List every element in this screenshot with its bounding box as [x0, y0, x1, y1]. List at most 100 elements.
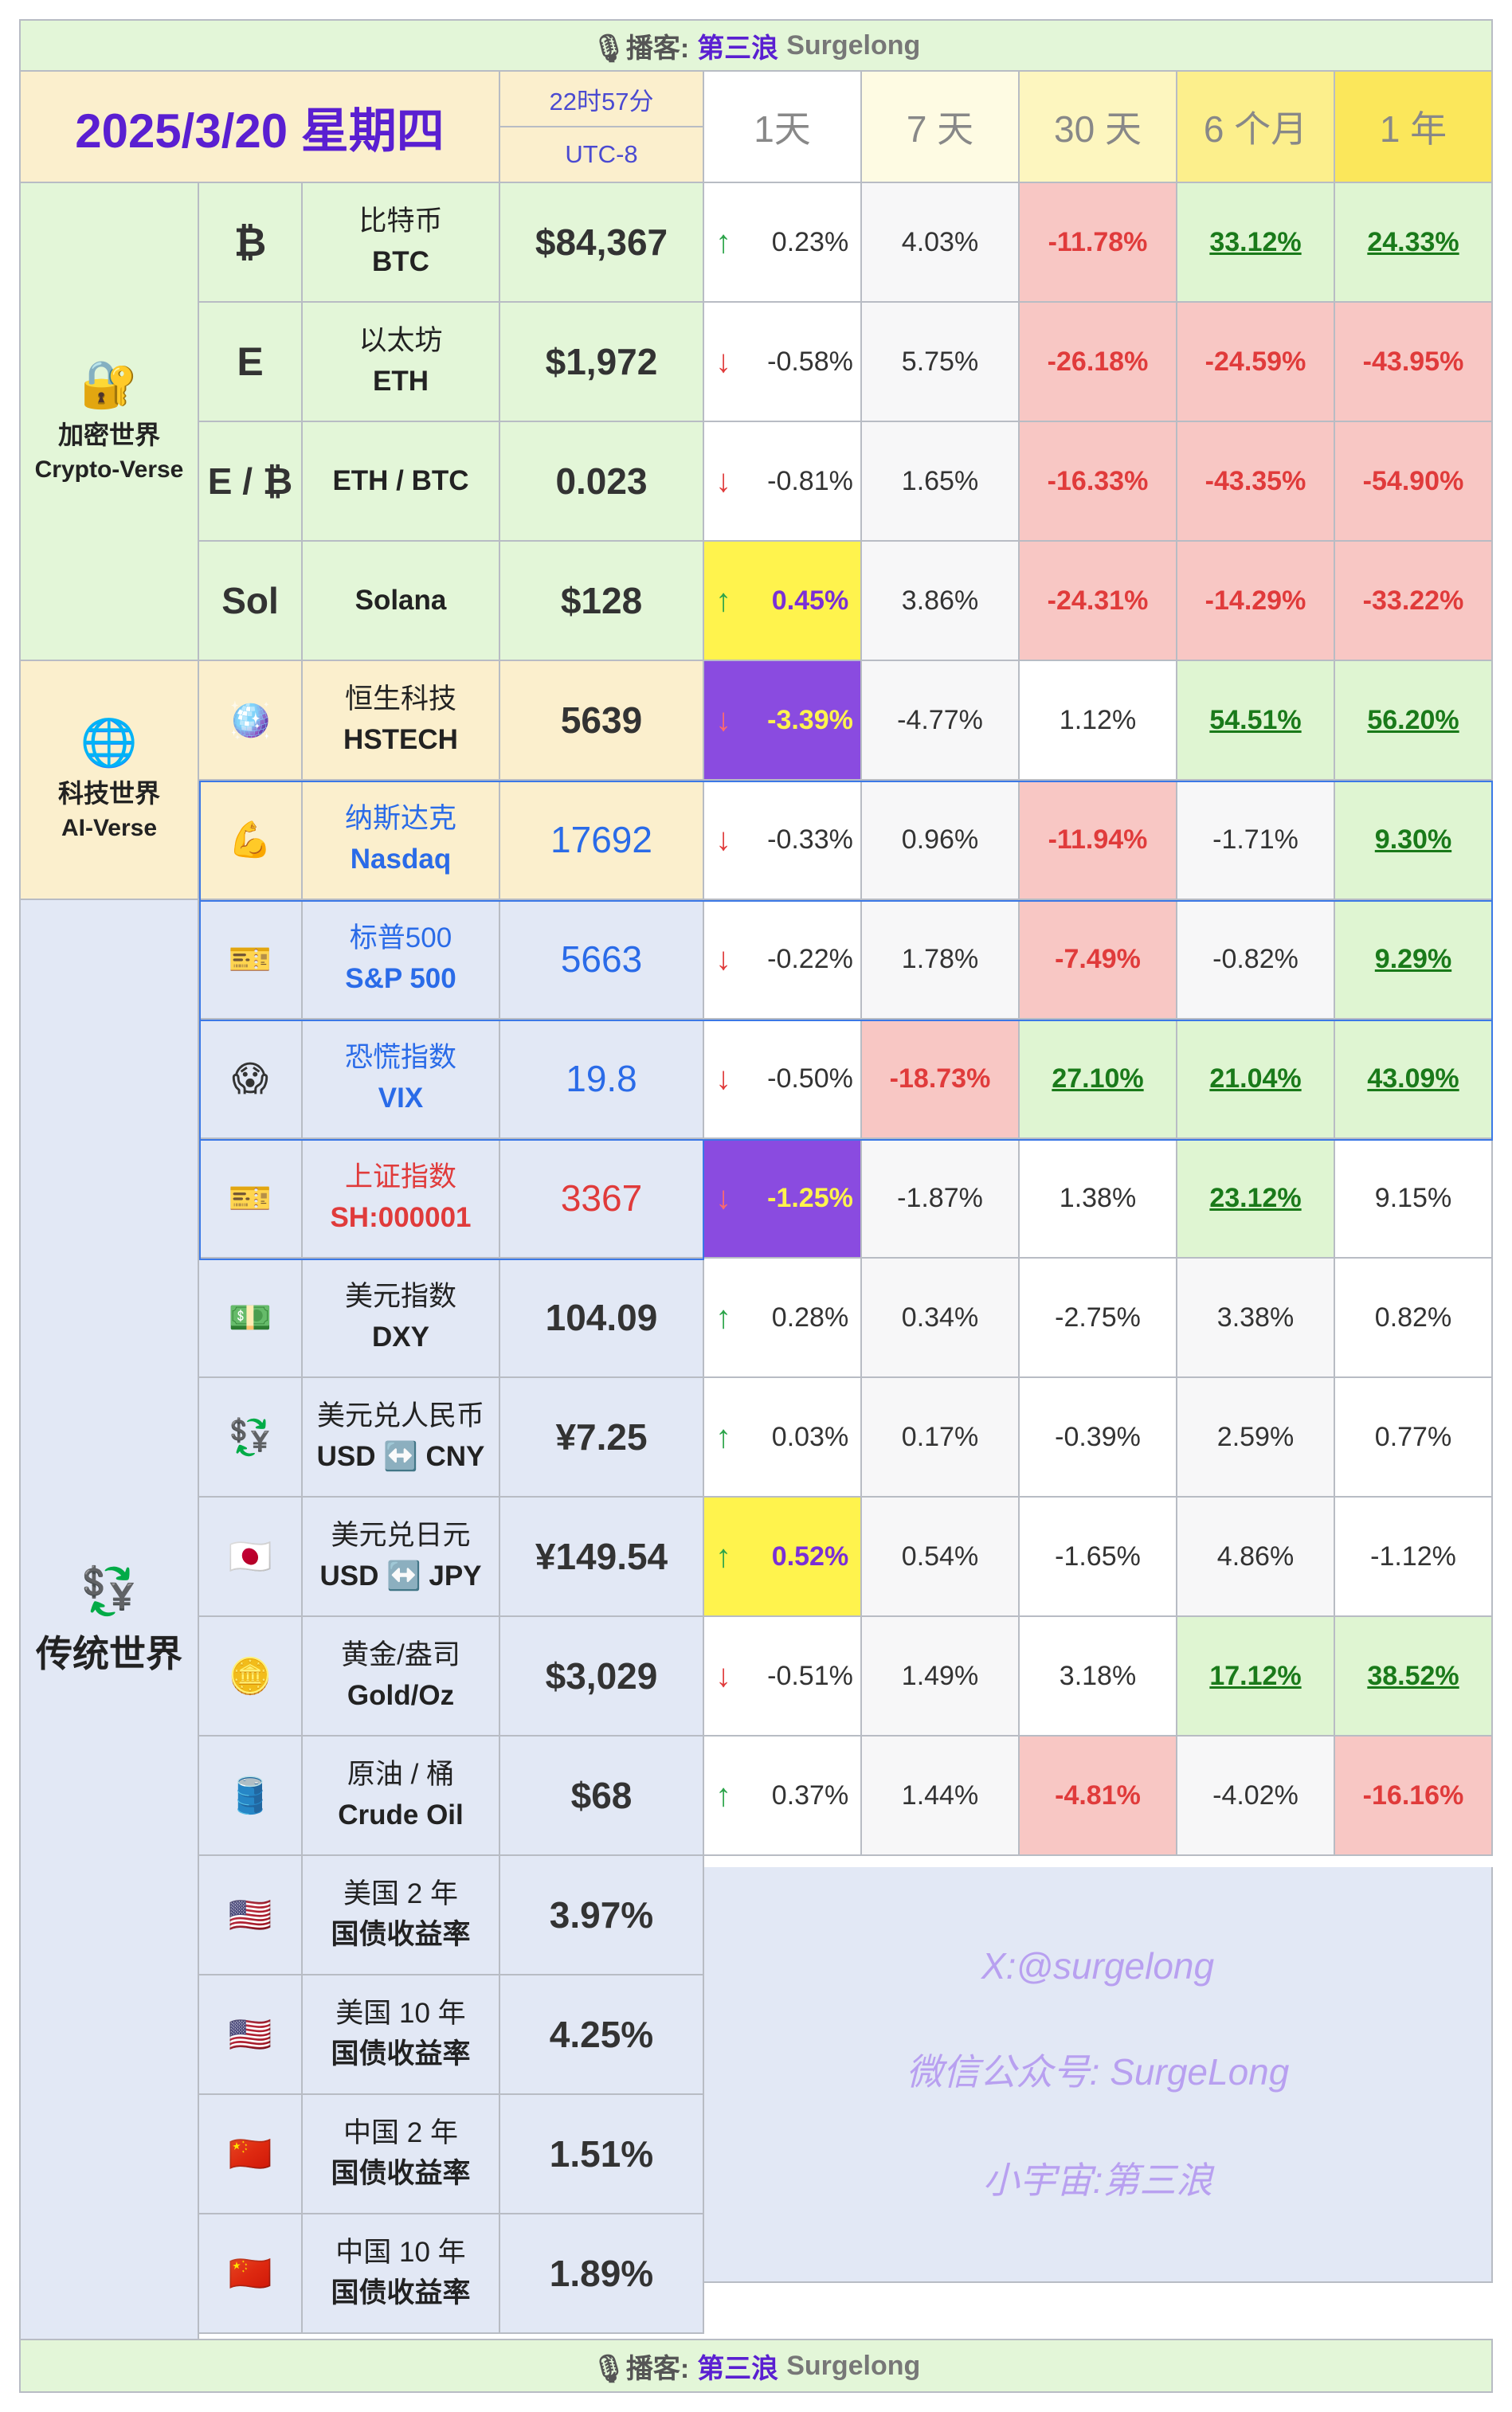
change-value: 0.52% — [771, 1541, 849, 1572]
asset-symbol-icon: 🎫 — [199, 1139, 303, 1259]
symbol-glyph: 🪩 — [228, 701, 272, 740]
asset-symbol-icon: 🪩 — [199, 661, 303, 781]
change-value: 43.09% — [1367, 1063, 1459, 1094]
symbol-glyph: Sol — [221, 580, 279, 621]
change-value: 1.49% — [901, 1660, 979, 1691]
change-value: -33.22% — [1362, 585, 1464, 616]
change-value: 38.52% — [1367, 1660, 1459, 1691]
change-value: -54.90% — [1362, 465, 1464, 496]
change-value: 1.65% — [901, 465, 979, 496]
change-value: 2.59% — [1216, 1421, 1295, 1452]
lock-key-icon: 🔐 — [80, 358, 139, 411]
asset-name-zh: 上证指数 — [344, 1161, 456, 1193]
page-title: 2025/3/20 星期四 — [75, 104, 445, 158]
change-value: -11.94% — [1048, 824, 1148, 855]
change-m6: 4.86% — [1177, 1498, 1335, 1617]
asset-symbol-icon: ₿ — [199, 183, 303, 303]
asset-name: 中国 2 年国债收益率 — [303, 2095, 500, 2214]
asset-price: $128 — [500, 542, 704, 661]
change-1d: ↓ -0.81% — [704, 422, 862, 542]
asset-name-zh: 美元兑日元 — [331, 1520, 471, 1552]
change-value: 1.12% — [1059, 704, 1137, 735]
change-value: 0.17% — [901, 1421, 979, 1452]
symbol-glyph: 🎫 — [228, 940, 272, 979]
asset-name: ETH / BTC — [303, 422, 500, 542]
arrow-down-icon: ↓ — [715, 941, 731, 977]
asset-name: 恐慌指数 VIX — [303, 1020, 500, 1139]
asset-name-zh: 原油 / 桶 — [347, 1759, 455, 1791]
change-value: 3.86% — [901, 585, 979, 616]
change-1d: ↓ -0.58% — [704, 303, 862, 422]
arrow-up-icon: ↑ — [715, 1538, 731, 1574]
change-d30: 27.10% — [1020, 1020, 1177, 1139]
banner-latin: Surgelong — [786, 29, 921, 61]
wechat-account[interactable]: 微信公众号: SurgeLong — [906, 2051, 1290, 2093]
change-d7: 1.65% — [862, 422, 1020, 542]
change-value: -0.50% — [767, 1063, 853, 1094]
change-m6: -1.71% — [1177, 781, 1335, 900]
symbol-glyph: 🛢️ — [228, 1776, 272, 1815]
change-y1: 9.29% — [1335, 900, 1493, 1020]
change-d30: -1.65% — [1020, 1498, 1177, 1617]
change-value: 17.12% — [1209, 1660, 1302, 1691]
asset-name-zh: 美元兑人民币 — [316, 1400, 484, 1432]
asset-price: $68 — [500, 1737, 704, 1856]
group-traditional: 💱 传统世界 — [19, 900, 199, 2345]
change-d30: -11.78% — [1020, 183, 1177, 303]
change-value: 54.51% — [1209, 704, 1302, 735]
change-d30: -4.81% — [1020, 1737, 1177, 1856]
arrow-down-icon: ↓ — [715, 1658, 731, 1693]
asset-price: $1,972 — [500, 303, 704, 422]
change-d30: -16.33% — [1020, 422, 1177, 542]
asset-price: 5639 — [500, 661, 704, 781]
symbol-glyph: 💱 — [228, 1418, 272, 1457]
asset-name-en: USD ↔️ JPY — [319, 1560, 482, 1592]
change-value: 0.96% — [901, 824, 979, 855]
change-1d: ↑ 0.23% — [704, 183, 862, 303]
change-1d: ↓ -0.33% — [704, 781, 862, 900]
change-value: -4.02% — [1212, 1780, 1299, 1811]
change-1d: ↓ -0.22% — [704, 900, 862, 1020]
contact-panel: X:@surgelong 微信公众号: SurgeLong 小宇宙:第三浪 — [704, 1867, 1493, 2283]
asset-symbol-icon: 💵 — [199, 1259, 303, 1378]
asset-price: 3.97% — [500, 1856, 704, 1975]
price-value: 1.89% — [549, 2253, 654, 2294]
change-value: -3.39% — [767, 704, 853, 735]
twitter-handle[interactable]: X:@surgelong — [981, 1945, 1215, 1987]
change-y1: -54.90% — [1335, 422, 1493, 542]
time-header: 22时57分 UTC-8 — [500, 72, 704, 183]
asset-symbol-icon: 🇯🇵 — [199, 1498, 303, 1617]
change-d7: 5.75% — [862, 303, 1020, 422]
change-d30: -11.94% — [1020, 781, 1177, 900]
change-value: 3.38% — [1216, 1302, 1295, 1333]
price-value: $1,972 — [545, 341, 658, 382]
change-y1: -16.16% — [1335, 1737, 1493, 1856]
price-value: 3.97% — [549, 1894, 654, 1936]
change-value: 33.12% — [1209, 226, 1302, 257]
change-d30: -2.75% — [1020, 1259, 1177, 1378]
change-value: -1.65% — [1055, 1541, 1141, 1572]
asset-name-en: USD ↔️ CNY — [316, 1441, 485, 1472]
change-value: 0.03% — [771, 1421, 849, 1452]
change-y1: 0.77% — [1335, 1378, 1493, 1498]
change-m6: 23.12% — [1177, 1139, 1335, 1259]
symbol-glyph: 💵 — [228, 1298, 272, 1337]
asset-name-en: Nasdaq — [350, 844, 452, 875]
change-y1: 24.33% — [1335, 183, 1493, 303]
asset-price: 104.09 — [500, 1259, 704, 1378]
symbol-glyph: 🇨🇳 — [228, 2135, 272, 2174]
price-value: $84,367 — [535, 221, 668, 263]
symbol-glyph: ₿ — [233, 220, 267, 264]
asset-price: 5663 — [500, 900, 704, 1020]
change-value: -43.35% — [1205, 465, 1306, 496]
asset-name-en: SH:000001 — [330, 1202, 472, 1233]
change-value: 27.10% — [1052, 1063, 1144, 1094]
change-y1: -1.12% — [1335, 1498, 1493, 1617]
change-value: 24.33% — [1367, 226, 1459, 257]
price-value: 4.25% — [549, 2014, 654, 2055]
asset-symbol-icon: 🇺🇸 — [199, 1975, 303, 2095]
asset-name: 美国 2 年国债收益率 — [303, 1856, 500, 1975]
asset-name: 美国 10 年国债收益率 — [303, 1975, 500, 2095]
podcast-channel[interactable]: 小宇宙:第三浪 — [982, 2159, 1213, 2201]
change-value: -1.25% — [767, 1182, 853, 1213]
